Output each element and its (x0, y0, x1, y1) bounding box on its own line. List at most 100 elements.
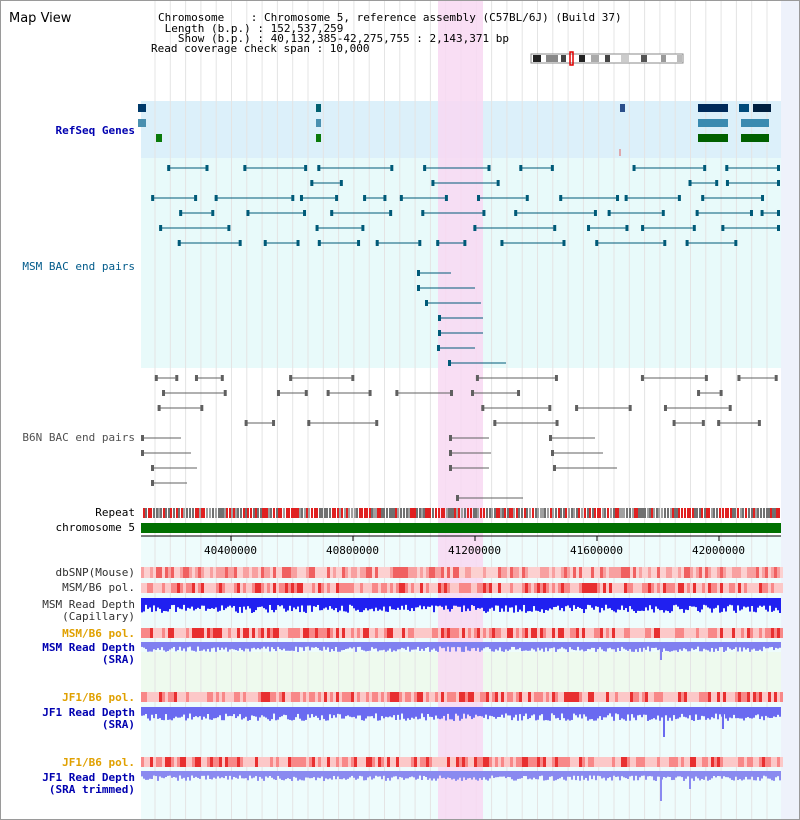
track-label-msm-b6-pol-2[interactable]: MSM/B6 pol. (62, 627, 135, 640)
polymorphism-strip-cell (747, 628, 750, 638)
read-depth-bar (727, 642, 729, 648)
polymorphism-strip-cell (243, 628, 246, 638)
polymorphism-strip-cell (198, 628, 201, 638)
track-label-jf1-b6-pol-1[interactable]: JF1/B6 pol. (62, 691, 135, 704)
polymorphism-strip-cell (549, 628, 552, 638)
read-depth-bar (209, 642, 211, 652)
repeat-feature (209, 508, 211, 518)
read-depth-bar (309, 598, 311, 606)
read-depth-bar (753, 598, 755, 612)
repeat-feature (386, 508, 388, 518)
track-label-chromosome[interactable]: chromosome 5 (55, 521, 135, 534)
polymorphism-strip-cell (228, 692, 231, 702)
repeat-feature (410, 508, 412, 518)
polymorphism-strip-cell (627, 583, 630, 593)
read-depth-bar (739, 642, 741, 648)
track-label-dbsnp[interactable]: dbSNP(Mouse) (55, 566, 135, 579)
read-depth-bar (183, 771, 185, 778)
track-label-jf1-read-depth-sra[interactable]: JF1 Read Depth (SRA) (42, 706, 135, 731)
read-depth-bar (587, 707, 589, 721)
track-label-msm-b6-pol-1[interactable]: MSM/B6 pol. (62, 581, 135, 594)
bac-end-marker (519, 165, 523, 171)
polymorphism-strip-cell (609, 628, 612, 638)
read-depth-bar (597, 598, 599, 607)
polymorphism-strip-cell (294, 757, 297, 767)
polymorphism-strip-cell (522, 628, 525, 638)
polymorphism-strip-cell (738, 757, 741, 767)
polymorphism-strip-cell (552, 628, 555, 638)
read-depth-bar (633, 642, 635, 652)
read-depth-bar (533, 707, 535, 715)
repeat-feature (755, 508, 757, 518)
read-depth-bar (333, 642, 335, 652)
track-label-b6n-bac[interactable]: B6N BAC end pairs (22, 431, 135, 444)
polymorphism-strip-cell (420, 583, 423, 593)
read-depth-bar (433, 642, 435, 649)
polymorphism-strip-cell (630, 567, 633, 578)
read-depth-bar (311, 598, 313, 612)
polymorphism-strip-cell (267, 692, 270, 702)
repeat-feature (375, 508, 377, 518)
read-depth-bar (583, 642, 585, 652)
read-depth-bar (327, 771, 329, 780)
polymorphism-strip-cell (408, 692, 411, 702)
polymorphism-strip-cell (672, 567, 675, 578)
bac-end-marker (760, 210, 764, 216)
read-depth-bar (479, 707, 481, 716)
polymorphism-strip-cell (378, 692, 381, 702)
polymorphism-strip-cell (717, 692, 720, 702)
read-depth-bar (479, 642, 481, 652)
track-label-jf1-b6-pol-2[interactable]: JF1/B6 pol. (62, 756, 135, 769)
repeat-feature (324, 508, 326, 518)
polymorphism-strip-cell (141, 567, 144, 578)
read-depth-bar (301, 642, 303, 648)
read-depth-bar (337, 598, 339, 613)
polymorphism-strip-cell (498, 567, 501, 578)
read-depth-bar (545, 771, 547, 781)
polymorphism-strip-cell (234, 628, 237, 638)
polymorphism-strip-cell (699, 757, 702, 767)
repeat-feature (406, 508, 408, 518)
read-depth-bar (193, 642, 195, 651)
repeat-feature (334, 508, 336, 518)
read-depth-bar (199, 771, 201, 779)
read-depth-bar (721, 771, 723, 779)
track-label-msm-bac[interactable]: MSM BAC end pairs (22, 260, 135, 273)
read-depth-bar (575, 707, 577, 716)
polymorphism-strip-cell (315, 628, 318, 638)
polymorphism-strip-cell (423, 757, 426, 767)
repeat-feature (173, 508, 175, 518)
polymorphism-strip-cell (645, 583, 648, 593)
read-depth-bar (201, 642, 203, 651)
track-label-repeat[interactable]: Repeat (95, 506, 135, 519)
polymorphism-strip-cell (285, 757, 288, 767)
repeat-feature (770, 508, 772, 518)
read-depth-bar (143, 642, 145, 648)
polymorphism-strip-cell (678, 567, 681, 578)
read-depth-bar (711, 707, 713, 718)
read-depth-bar (353, 598, 355, 609)
polymorphism-strip-cell (699, 628, 702, 638)
read-depth-bar (185, 771, 187, 781)
polymorphism-strip-cell (696, 567, 699, 578)
polymorphism-strip-cell (609, 692, 612, 702)
bac-end-marker (304, 390, 308, 396)
polymorphism-strip-cell (408, 583, 411, 593)
polymorphism-strip-cell (528, 567, 531, 578)
read-depth-bar (315, 771, 317, 781)
track-label-msm-read-depth-capillary[interactable]: MSM Read Depth (Capillary) (42, 598, 135, 623)
read-depth-bar (507, 771, 509, 777)
polymorphism-strip-cell (522, 567, 525, 578)
read-depth-bar (321, 771, 323, 777)
polymorphism-strip-cell (312, 692, 315, 702)
polymorphism-strip-cell (258, 757, 261, 767)
track-label-msm-read-depth-sra[interactable]: MSM Read Depth (SRA) (42, 641, 135, 666)
repeat-feature (636, 508, 638, 518)
read-depth-bar (269, 771, 271, 776)
read-depth-bar (695, 642, 697, 650)
track-label-jf1-read-depth-trimmed[interactable]: JF1 Read Depth (SRA trimmed) (42, 771, 135, 796)
polymorphism-strip-cell (279, 567, 282, 578)
track-label-refseq-genes[interactable]: RefSeq Genes (55, 124, 135, 137)
polymorphism-strip-cell (705, 628, 708, 638)
